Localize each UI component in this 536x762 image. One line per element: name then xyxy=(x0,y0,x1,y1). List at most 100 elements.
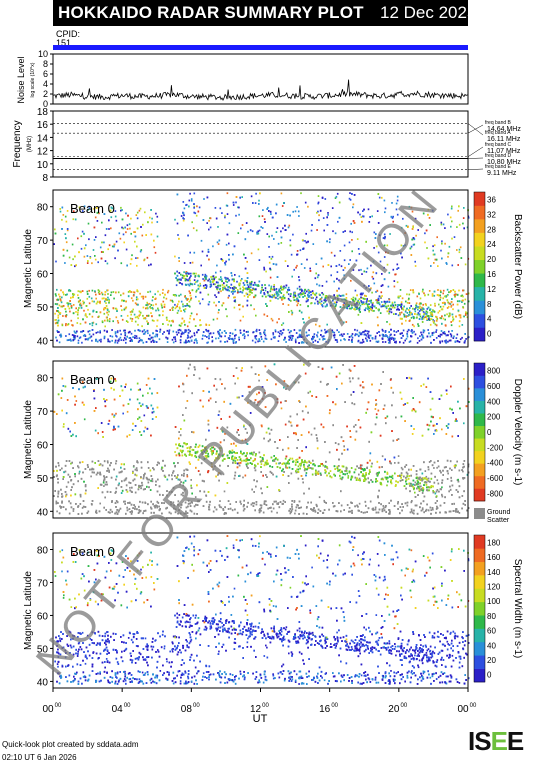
data-cell xyxy=(457,210,459,212)
data-cell xyxy=(271,258,273,260)
data-cell xyxy=(208,335,210,337)
data-cell xyxy=(273,238,275,240)
data-cell xyxy=(377,324,379,326)
data-cell xyxy=(227,192,229,194)
data-cell xyxy=(396,309,398,311)
data-cell xyxy=(337,193,339,195)
data-cell xyxy=(157,216,159,218)
data-cell xyxy=(225,308,227,310)
data-cell xyxy=(151,337,153,339)
data-cell xyxy=(381,301,383,303)
data-cell xyxy=(332,207,334,209)
data-cell xyxy=(167,337,169,339)
data-cell xyxy=(291,276,293,278)
data-cell xyxy=(140,226,142,228)
data-cell xyxy=(453,336,455,338)
data-cell xyxy=(391,311,393,313)
data-cell xyxy=(186,272,188,274)
data-cell xyxy=(283,286,285,288)
data-cell xyxy=(239,197,241,199)
data-cell xyxy=(87,339,89,341)
data-cell xyxy=(69,339,71,341)
data-cell xyxy=(244,335,246,337)
data-cell xyxy=(194,283,196,285)
data-cell xyxy=(390,329,392,331)
data-cell xyxy=(100,311,102,313)
data-cell xyxy=(215,207,217,209)
data-cell xyxy=(126,265,128,267)
data-cell xyxy=(129,223,131,225)
data-cell xyxy=(233,204,235,206)
data-cell xyxy=(181,301,183,303)
data-cell xyxy=(432,245,434,247)
data-cell xyxy=(92,316,94,318)
data-cell xyxy=(209,324,211,326)
data-cell xyxy=(163,297,165,299)
lat-ytick-label: 60 xyxy=(37,270,49,281)
data-cell xyxy=(115,292,117,294)
colorbar-segment xyxy=(474,206,485,220)
data-cell xyxy=(199,283,201,285)
data-cell xyxy=(389,323,391,325)
data-cell xyxy=(176,284,178,286)
data-cell xyxy=(92,329,94,331)
colorbar-tick-label: 16 xyxy=(487,270,496,279)
data-cell xyxy=(393,313,395,315)
data-cell xyxy=(237,292,239,294)
data-cell xyxy=(183,201,185,203)
data-cell xyxy=(272,320,274,322)
data-cell xyxy=(135,236,137,238)
data-cell xyxy=(180,342,182,344)
data-cell xyxy=(183,220,185,222)
data-cell xyxy=(153,304,155,306)
data-cell xyxy=(312,292,314,294)
data-cell xyxy=(334,255,336,257)
data-cell xyxy=(406,308,408,310)
data-cell xyxy=(56,303,58,305)
data-cell xyxy=(123,339,125,341)
data-cell xyxy=(394,307,396,309)
data-cell xyxy=(220,270,222,272)
data-cell xyxy=(264,221,266,223)
data-cell xyxy=(397,304,399,306)
data-cell xyxy=(131,297,133,299)
data-cell xyxy=(238,207,240,209)
data-cell xyxy=(184,296,186,298)
data-cell xyxy=(157,308,159,310)
data-cell xyxy=(73,304,75,306)
data-cell xyxy=(195,325,197,327)
data-cell xyxy=(213,319,215,321)
data-cell xyxy=(389,338,391,340)
data-cell xyxy=(291,314,293,316)
data-cell xyxy=(417,296,419,298)
data-cell xyxy=(131,333,133,335)
data-cell xyxy=(439,341,441,343)
data-cell xyxy=(176,334,178,336)
data-cell xyxy=(299,296,301,298)
data-cell xyxy=(375,338,377,340)
data-cell xyxy=(449,313,451,315)
data-cell xyxy=(286,291,288,293)
data-cell xyxy=(129,228,131,230)
data-cell xyxy=(107,248,109,250)
data-cell xyxy=(448,331,450,333)
data-cell xyxy=(168,290,170,292)
data-cell xyxy=(240,332,242,334)
data-cell xyxy=(265,296,267,298)
data-cell xyxy=(173,294,175,296)
data-cell xyxy=(436,324,438,326)
data-cell xyxy=(53,243,55,245)
data-cell xyxy=(355,333,357,335)
data-cell xyxy=(275,212,277,214)
data-cell xyxy=(387,301,389,303)
data-cell xyxy=(136,337,138,339)
data-cell xyxy=(119,232,121,234)
data-cell xyxy=(118,322,120,324)
data-cell xyxy=(233,279,235,281)
data-cell xyxy=(455,341,457,343)
data-cell xyxy=(297,250,299,252)
data-cell xyxy=(134,330,136,332)
data-cell xyxy=(322,266,324,268)
data-cell xyxy=(262,215,264,217)
data-cell xyxy=(234,338,236,340)
